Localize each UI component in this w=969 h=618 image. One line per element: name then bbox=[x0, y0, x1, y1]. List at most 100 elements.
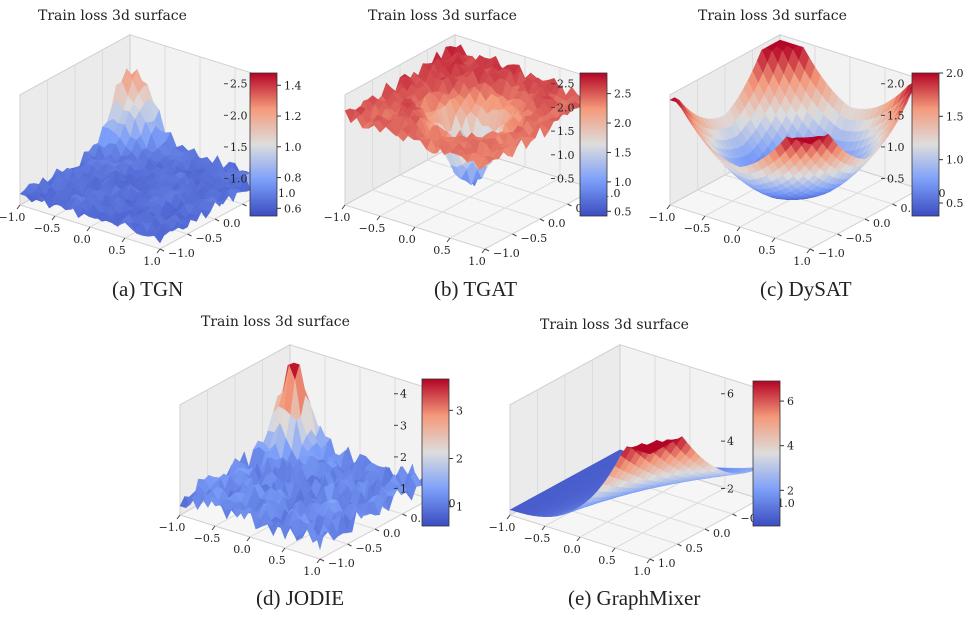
y-tick-mark bbox=[484, 248, 490, 252]
x-tick-label: −0.5 bbox=[359, 222, 386, 235]
y-tick-mark bbox=[864, 218, 870, 222]
y-tick-mark bbox=[809, 248, 815, 252]
x-tick-mark bbox=[376, 215, 381, 221]
panel-jodie: Train loss 3d surface −1.0 −0.5 0.0 0.5 1.0−… bbox=[159, 310, 490, 618]
surface-mesh bbox=[344, 44, 596, 187]
chart-caption: (e) GraphMixer bbox=[568, 586, 701, 610]
colorbar-tick-label: 0.5 bbox=[946, 197, 964, 210]
z-tick-label: 2.0 bbox=[557, 101, 575, 114]
x-tick-label: 0.0 bbox=[398, 233, 416, 246]
x-tick-mark bbox=[806, 248, 811, 254]
surface-cell bbox=[803, 139, 816, 145]
colorbar-gradient bbox=[249, 72, 278, 217]
y-tick-mark bbox=[242, 203, 247, 207]
chart-title: Train loss 3d surface bbox=[38, 8, 187, 24]
colorbar-tick-label: 0.8 bbox=[284, 172, 302, 185]
x-tick-label: −0.5 bbox=[684, 222, 711, 235]
y-tick-label: −0.5 bbox=[846, 232, 873, 245]
surface-cell bbox=[643, 449, 656, 455]
colorbar-tick-label: 1.4 bbox=[284, 79, 302, 92]
surface-mesh bbox=[669, 39, 921, 200]
x-tick-mark bbox=[341, 204, 346, 210]
z-tick-label: 0.5 bbox=[887, 173, 905, 186]
x-tick-mark bbox=[771, 237, 776, 243]
x-tick-mark bbox=[121, 237, 126, 243]
colorbar-tick-label: 1.0 bbox=[284, 141, 302, 154]
x-tick-label: −1.0 bbox=[0, 211, 25, 224]
colorbar: 0.5 1.0 1.5 2.0 bbox=[911, 67, 964, 217]
colorbar-tick-label: 1.0 bbox=[946, 154, 964, 167]
y-tick-label: −0.5 bbox=[521, 232, 548, 245]
y-tick-mark bbox=[159, 248, 165, 252]
x-tick-mark bbox=[611, 547, 616, 553]
colorbar-gradient bbox=[911, 72, 940, 217]
x-tick-label: 0.5 bbox=[268, 554, 286, 567]
colorbar-tick-label: 4 bbox=[787, 440, 794, 453]
y-tick-mark bbox=[567, 203, 572, 207]
x-tick-label: 0.5 bbox=[758, 244, 776, 257]
panel-tgat: Train loss 3d surface −1.0 −0.5 0.0 0.5 1.0−… bbox=[324, 0, 655, 310]
grid-line bbox=[427, 159, 568, 205]
grid-line bbox=[774, 177, 886, 239]
colorbar-tick-label: 1.0 bbox=[614, 176, 632, 189]
x-tick-mark bbox=[411, 226, 416, 232]
z-tick-label: 2.5 bbox=[230, 78, 248, 91]
colorbar: 2 4 6 bbox=[752, 380, 794, 527]
x-tick-mark bbox=[576, 536, 581, 542]
surface-plot-tgn: −1.0−0.50.00.51.0−1.0−0.50.00.51.01.01.5… bbox=[0, 33, 302, 268]
x-tick-label: 0.5 bbox=[433, 244, 451, 257]
x-tick-label: −1.0 bbox=[159, 521, 186, 534]
z-tick-label: 6 bbox=[727, 388, 734, 401]
y-tick-mark bbox=[892, 203, 897, 207]
x-tick-mark bbox=[446, 237, 451, 243]
y-tick-label: 0.0 bbox=[873, 217, 891, 230]
x-tick-mark bbox=[666, 204, 671, 210]
colorbar-tick-label: 2 bbox=[787, 484, 794, 497]
colorbar: 1 2 3 bbox=[421, 378, 463, 527]
colorbar-tick-label: 2.0 bbox=[614, 117, 632, 130]
x-tick-label: 0.0 bbox=[563, 543, 581, 556]
x-tick-label: 1.0 bbox=[468, 255, 486, 268]
colorbar-gradient bbox=[421, 378, 450, 527]
y-tick-mark bbox=[732, 513, 737, 517]
x-tick-mark bbox=[541, 525, 546, 531]
y-tick-label: 0.0 bbox=[223, 217, 241, 230]
y-tick-label: 1.0 bbox=[278, 187, 296, 200]
x-tick-mark bbox=[16, 204, 21, 210]
x-tick-label: −0.5 bbox=[34, 222, 61, 235]
z-tick-label: 2 bbox=[727, 483, 734, 496]
x-tick-mark bbox=[481, 248, 486, 254]
panel-tgn: Train loss 3d surface −1.0 −0.5 0.0 0.5 1.0−… bbox=[0, 0, 330, 310]
colorbar-tick-label: 1.5 bbox=[614, 146, 632, 159]
colorbar-tick-label: 2 bbox=[456, 453, 463, 466]
y-tick-mark bbox=[214, 218, 220, 222]
y-tick-mark bbox=[677, 543, 682, 547]
x-tick-mark bbox=[646, 558, 651, 564]
y-tick-mark bbox=[319, 558, 325, 562]
z-tick-label: 1.5 bbox=[887, 109, 905, 122]
colorbar-tick-label: 1 bbox=[456, 501, 463, 514]
x-tick-label: −0.5 bbox=[194, 532, 221, 545]
chart-caption: (c) DySAT bbox=[760, 277, 852, 301]
colorbar-tick-label: 1.2 bbox=[284, 110, 302, 123]
y-tick-label: −1.0 bbox=[818, 247, 845, 260]
colorbar-gradient bbox=[752, 380, 781, 527]
y-tick-label: 0.0 bbox=[713, 527, 731, 540]
y-tick-label: −1.0 bbox=[493, 247, 520, 260]
z-tick-label: 2 bbox=[400, 451, 407, 464]
surface-plot-tgat: −1.0−0.50.00.51.0−1.0−0.50.00.51.00.51.0… bbox=[324, 33, 632, 268]
x-tick-label: 0.0 bbox=[233, 543, 251, 556]
grid-line bbox=[449, 177, 561, 239]
colorbar-tick-label: 3 bbox=[456, 404, 463, 417]
z-tick-label: 3 bbox=[400, 419, 407, 432]
colorbar-tick-label: 0.5 bbox=[614, 205, 632, 218]
colorbar-tick-label: 0.6 bbox=[284, 202, 302, 215]
grid-line bbox=[614, 487, 726, 549]
y-tick-mark bbox=[187, 233, 192, 237]
colorbar: 0.6 0.8 1.0 1.2 1.4 bbox=[249, 72, 302, 217]
z-tick-label: 0.5 bbox=[557, 173, 575, 186]
x-tick-label: −0.5 bbox=[524, 532, 551, 545]
surface-plot-dysat: −1.0−0.50.00.51.0−1.0−0.50.00.51.00.51.0… bbox=[649, 33, 964, 268]
surface-mesh bbox=[509, 436, 761, 518]
panel-dysat: Train loss 3d surface −1.0 −0.5 0.0 0.5 1.0−… bbox=[649, 0, 969, 310]
